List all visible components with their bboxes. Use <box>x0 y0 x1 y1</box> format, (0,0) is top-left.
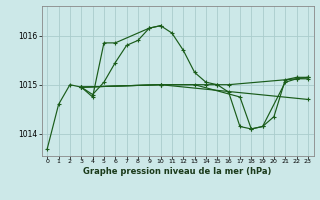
X-axis label: Graphe pression niveau de la mer (hPa): Graphe pression niveau de la mer (hPa) <box>84 167 272 176</box>
